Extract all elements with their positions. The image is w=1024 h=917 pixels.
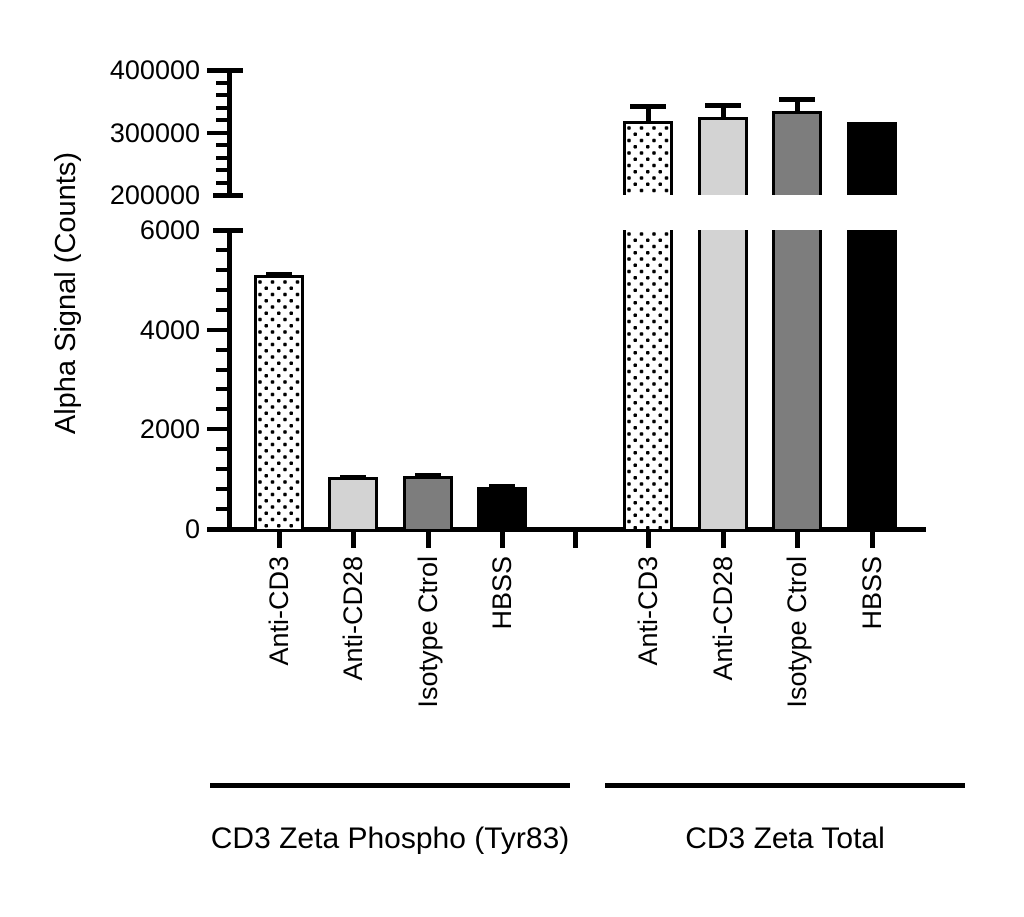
- bar-darkgray: [403, 475, 453, 529]
- bar-lightgray-lower: [698, 230, 748, 529]
- error-bar-cap: [415, 472, 441, 478]
- axis-end-cap: [207, 68, 243, 73]
- x-category-label: Anti-CD3: [633, 556, 663, 666]
- bar-lightgray-upper: [698, 117, 748, 195]
- y-minor-tick: [216, 347, 227, 352]
- bar-black: [477, 487, 527, 529]
- y-minor-tick: [216, 80, 227, 85]
- x-tick: [720, 532, 726, 548]
- y-tick-label: 200000: [109, 180, 200, 210]
- y-minor-tick: [216, 105, 227, 110]
- y-minor-tick: [216, 507, 227, 512]
- error-bar-cap: [630, 103, 666, 109]
- x-tick: [794, 532, 800, 548]
- y-major-tick: [207, 327, 227, 332]
- group-label-phospho: CD3 Zeta Phospho (Tyr83): [210, 822, 570, 855]
- y-tick-label: 400000: [109, 55, 200, 85]
- x-category-label: Isotype Ctrol: [413, 556, 443, 708]
- x-tick: [499, 532, 505, 548]
- error-bar-stem: [646, 103, 651, 122]
- y-minor-tick: [216, 307, 227, 312]
- y-minor-tick: [216, 387, 227, 392]
- axis-end-cap: [213, 228, 243, 233]
- error-bar-cap: [705, 103, 741, 108]
- y-minor-tick: [216, 467, 227, 472]
- y-major-tick: [207, 130, 227, 135]
- y-tick-label: 300000: [109, 117, 200, 148]
- y-minor-tick: [216, 247, 227, 252]
- x-tick: [869, 532, 875, 548]
- y-minor-tick: [216, 407, 227, 412]
- y-minor-tick: [216, 287, 227, 292]
- y-axis-lower-segment: [227, 230, 232, 532]
- y-major-tick: [207, 427, 227, 432]
- x-category-label: Anti-CD28: [708, 556, 738, 681]
- y-tick-label: 0: [184, 514, 200, 544]
- y-minor-tick: [216, 93, 227, 97]
- y-minor-tick: [216, 267, 227, 272]
- y-tick-label: 2000: [139, 414, 200, 445]
- y-minor-tick: [216, 155, 227, 160]
- error-bar-cap: [340, 474, 366, 480]
- bar-darkgray-lower: [772, 230, 822, 529]
- y-minor-tick: [216, 143, 227, 147]
- x-category-label: Anti-CD28: [338, 556, 368, 681]
- x-tick: [276, 532, 282, 548]
- x-tick: [425, 532, 431, 548]
- error-bar-stem: [795, 97, 800, 112]
- y-tick-label: 6000: [139, 215, 200, 245]
- y-minor-tick: [216, 487, 227, 492]
- x-tick: [350, 532, 356, 548]
- bar-dotted: [254, 275, 304, 529]
- y-tick-label: 4000: [139, 314, 200, 345]
- x-group-separator-tick: [572, 532, 578, 548]
- axis-end-cap: [213, 193, 243, 198]
- x-category-label: HBSS: [857, 556, 887, 630]
- bar-lightgray: [328, 477, 378, 529]
- bar-darkgray-upper: [772, 111, 822, 195]
- x-category-label: Isotype Ctrol: [782, 556, 812, 708]
- error-bar-cap: [266, 271, 292, 277]
- x-axis-baseline: [207, 527, 926, 532]
- x-category-label: HBSS: [487, 556, 517, 630]
- group-label-total: CD3 Zeta Total: [685, 822, 885, 855]
- bar-black-upper: [847, 121, 897, 195]
- y-minor-tick: [216, 367, 227, 372]
- x-tick: [645, 532, 651, 548]
- bar-black-lower: [847, 230, 897, 529]
- bar-dotted-upper: [623, 121, 673, 195]
- error-bar-stem: [721, 103, 726, 118]
- y-axis-upper-segment: [227, 70, 232, 195]
- y-minor-tick: [216, 180, 227, 185]
- bar-dotted-lower: [623, 230, 673, 529]
- group-bracket-line-total: [605, 783, 965, 788]
- y-minor-tick: [216, 168, 227, 172]
- x-category-label: Anti-CD3: [264, 556, 294, 666]
- error-bar-cap: [779, 97, 815, 103]
- group-bracket-line-phospho: [210, 783, 570, 788]
- error-bar-cap: [489, 484, 515, 490]
- y-minor-tick: [216, 447, 227, 452]
- y-minor-tick: [216, 118, 227, 122]
